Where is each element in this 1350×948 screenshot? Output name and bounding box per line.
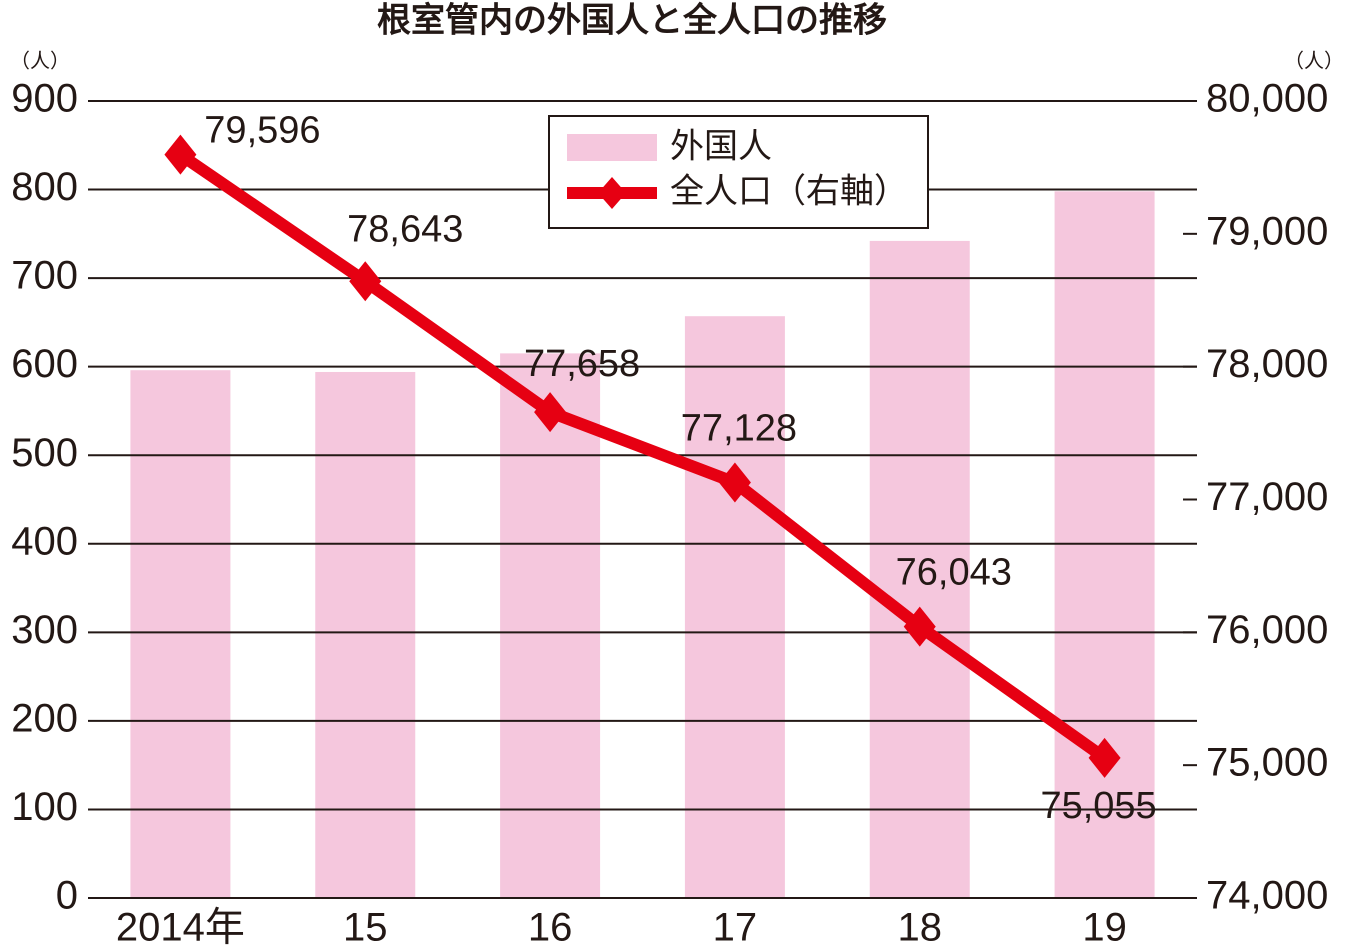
bar: [315, 371, 416, 899]
x-tick-label: 17: [713, 906, 758, 948]
y2-tick-label: 74,000: [1206, 874, 1328, 918]
y2-tick-label: 75,000: [1206, 741, 1328, 785]
data-label: 77,658: [524, 343, 640, 385]
legend-marker: [598, 177, 626, 209]
plot-area: 0 100 200 300 400 500 600 700 800 900 74,000 75,000…: [11, 77, 1328, 948]
line-marker: [903, 606, 936, 647]
line-marker: [1088, 737, 1121, 778]
line-marker: [349, 261, 382, 302]
y-tick-label: 600: [11, 342, 78, 386]
bar: [684, 316, 785, 898]
y2-tick-label: 77,000: [1206, 475, 1328, 519]
data-label: 77,128: [681, 408, 797, 450]
y-tick-label: 100: [11, 785, 78, 829]
y-tick-label: 500: [11, 431, 78, 475]
y-tick-label: 400: [11, 519, 78, 563]
y-tick-label: 900: [11, 77, 78, 121]
data-label: 76,043: [896, 552, 1012, 594]
chart-title: 根室管内の外国人と全人口の推移: [377, 1, 887, 41]
y2-axis-unit: （人）: [1284, 49, 1344, 73]
legend-label: 外国人: [670, 127, 772, 167]
bar: [500, 353, 601, 899]
legend-swatch: [567, 134, 657, 161]
x-tick-label: 18: [898, 906, 943, 948]
legend: 外国人 全人口（右軸）: [548, 115, 929, 229]
x-tick-label: 16: [528, 906, 573, 948]
data-label: 78,643: [347, 208, 463, 250]
line-marker: [164, 134, 197, 175]
line: [177, 149, 1109, 763]
bar: [869, 240, 970, 898]
y2-tick-label: 79,000: [1206, 209, 1328, 253]
y2-tick-label: 78,000: [1206, 342, 1328, 386]
bar: [130, 370, 231, 899]
legend-label: 全人口（右軸）: [670, 172, 908, 212]
x-tick-label: 15: [343, 906, 388, 948]
line-marker: [534, 392, 567, 433]
y-tick-label: 800: [11, 165, 78, 209]
y-tick-label: 700: [11, 254, 78, 298]
y2-tick-label: 80,000: [1206, 77, 1328, 121]
data-label: 79,596: [204, 110, 320, 152]
y2-tick-label: 76,000: [1206, 608, 1328, 652]
y-axis-unit: （人）: [10, 49, 70, 73]
data-label: 75,055: [1040, 785, 1156, 827]
x-tick-label: 2014年: [116, 906, 245, 948]
line-marker: [718, 462, 751, 503]
y-tick-label: 200: [11, 696, 78, 740]
y-tick-label: 0: [56, 874, 78, 918]
y-tick-label: 300: [11, 608, 78, 652]
x-tick-label: 19: [1082, 906, 1127, 948]
